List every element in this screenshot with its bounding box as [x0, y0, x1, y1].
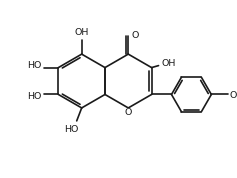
- Text: OH: OH: [161, 59, 176, 68]
- Text: HO: HO: [27, 92, 42, 101]
- Text: HO: HO: [64, 125, 79, 134]
- Text: O: O: [230, 91, 237, 100]
- Text: OH: OH: [74, 28, 89, 37]
- Text: O: O: [132, 31, 139, 40]
- Text: O: O: [125, 108, 132, 117]
- Text: HO: HO: [27, 61, 42, 70]
